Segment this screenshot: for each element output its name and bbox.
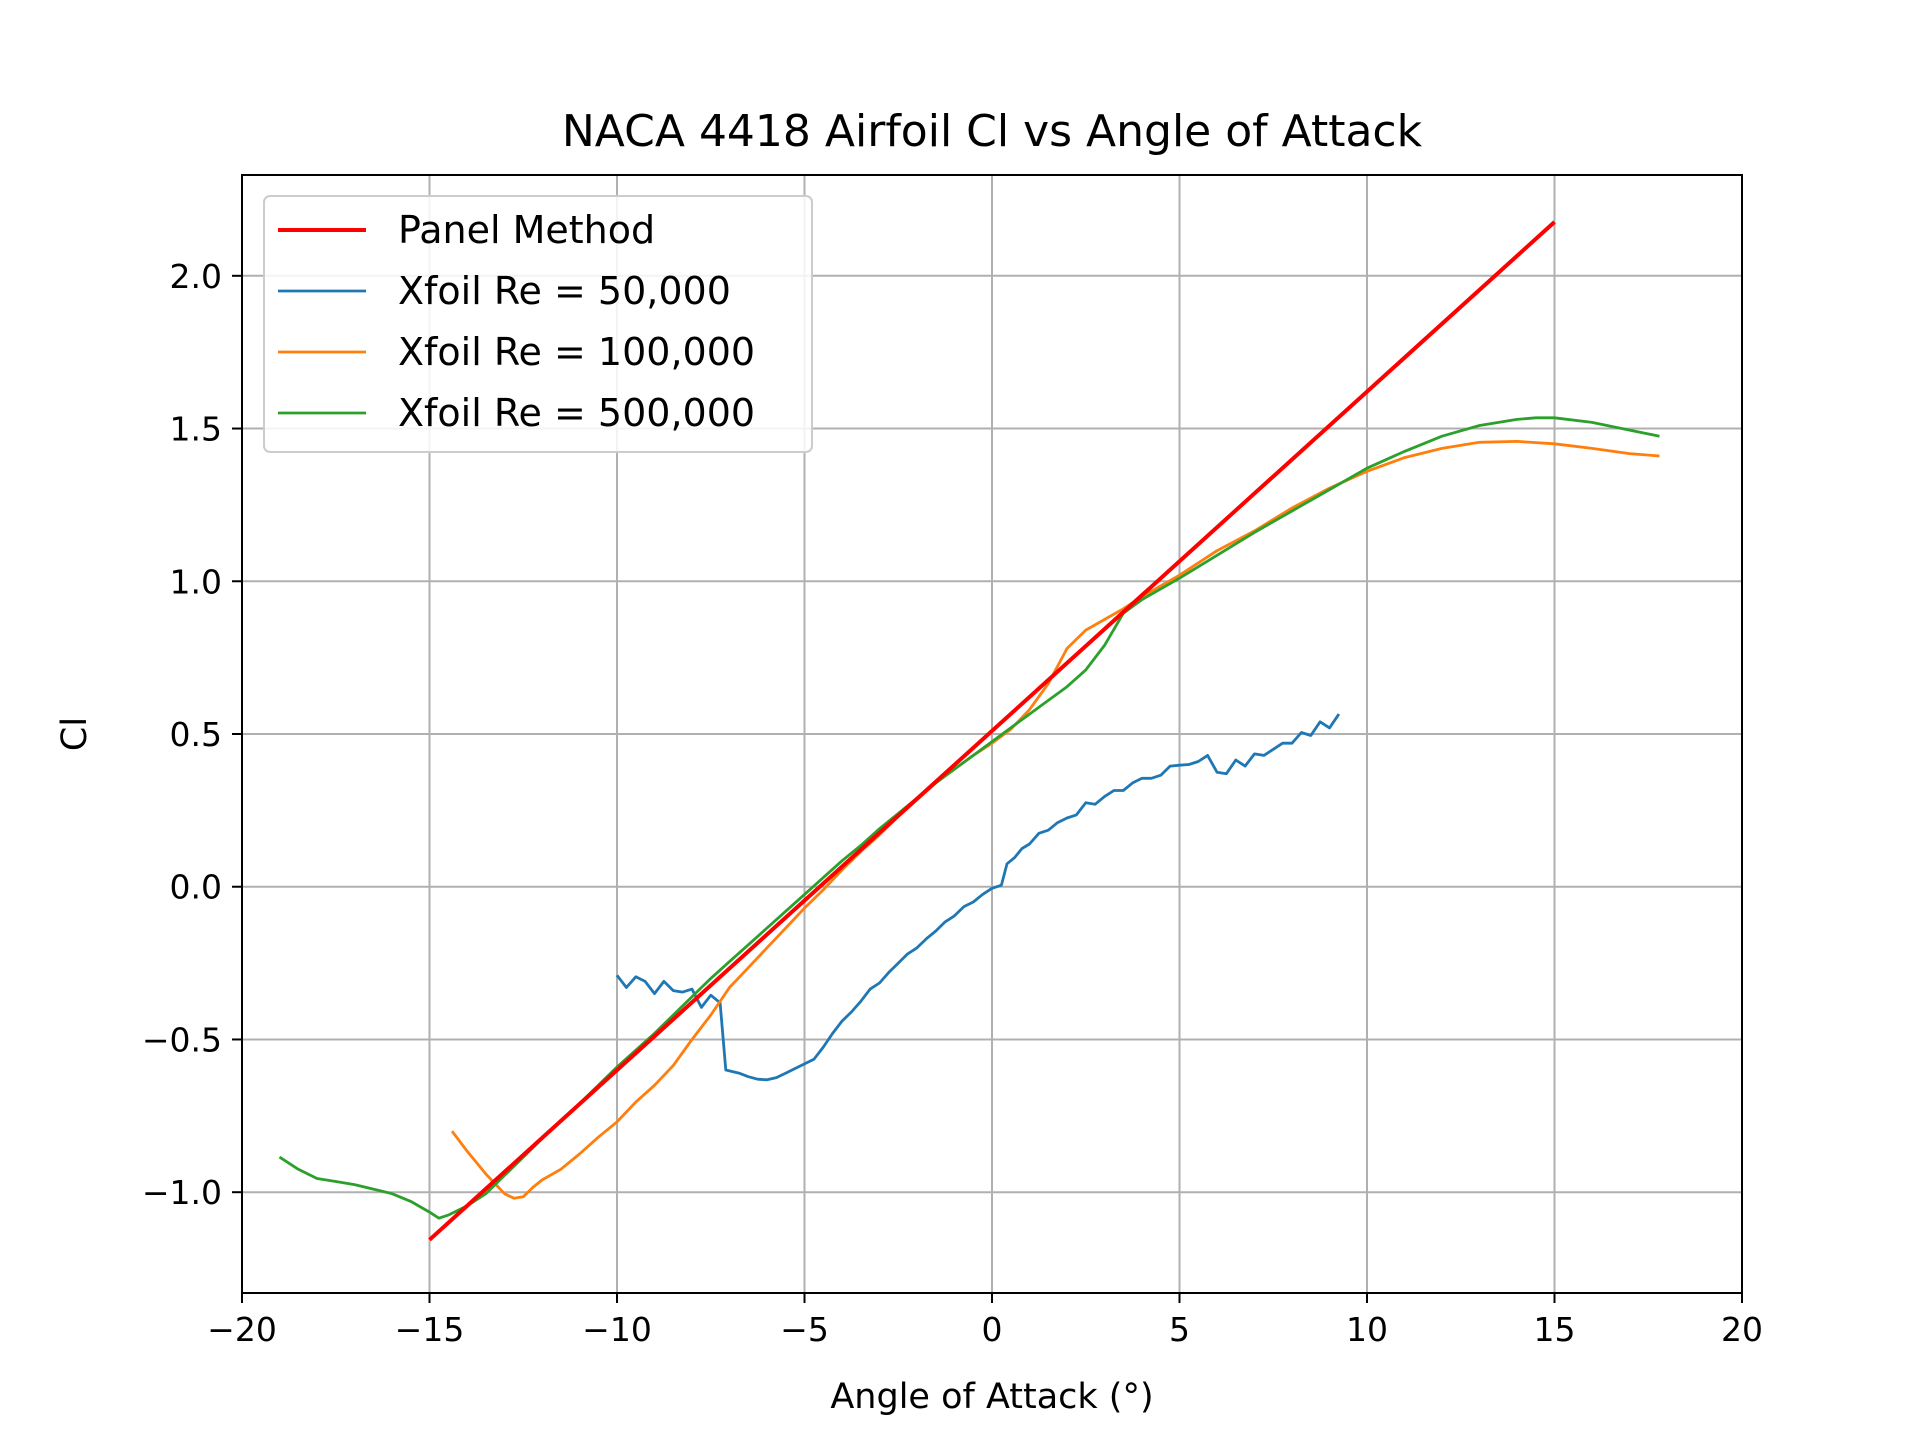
legend-label: Xfoil Re = 100,000 [398,330,755,374]
y-axis-label: Cl [55,717,95,751]
x-tick-label: 20 [1721,1310,1763,1349]
series-line-1 [615,713,1341,1082]
legend-label: Xfoil Re = 500,000 [398,391,755,435]
y-tick-label: 1.0 [170,562,222,601]
y-tick-label: 0.0 [170,868,222,907]
series-line-3 [278,416,1660,1220]
y-tick-label: 1.5 [170,410,222,449]
x-tick-label: −20 [207,1310,277,1349]
y-tick-label: −0.5 [142,1020,222,1059]
y-tick-label: 2.0 [170,257,222,296]
legend-label: Xfoil Re = 50,000 [398,269,731,313]
x-tick-label: 5 [1169,1310,1190,1349]
x-tick-label: 10 [1346,1310,1388,1349]
x-tick-label: −5 [780,1310,829,1349]
x-tick-label: 0 [982,1310,1003,1349]
legend: Panel Method Xfoil Re = 50,000 Xfoil Re = … [263,195,813,453]
x-tick-label: −15 [395,1310,465,1349]
y-tick-label: 0.5 [170,715,222,754]
series-line-0 [428,220,1556,1242]
ticks: −20 −15 −10 −5 0 5 10 15 20 −1.0 −0.5 0.0 0.5 1.0 1.5 2… [142,257,1763,1349]
x-axis-label: Angle of Attack (°) [830,1377,1153,1417]
x-tick-label: 15 [1534,1310,1576,1349]
plot-lines [278,220,1660,1242]
legend-label: Panel Method [398,208,655,252]
chart-title: NACA 4418 Airfoil Cl vs Angle of Attack [562,106,1423,157]
x-tick-label: −10 [582,1310,652,1349]
y-tick-label: −1.0 [142,1173,222,1212]
legend-box [263,195,813,453]
